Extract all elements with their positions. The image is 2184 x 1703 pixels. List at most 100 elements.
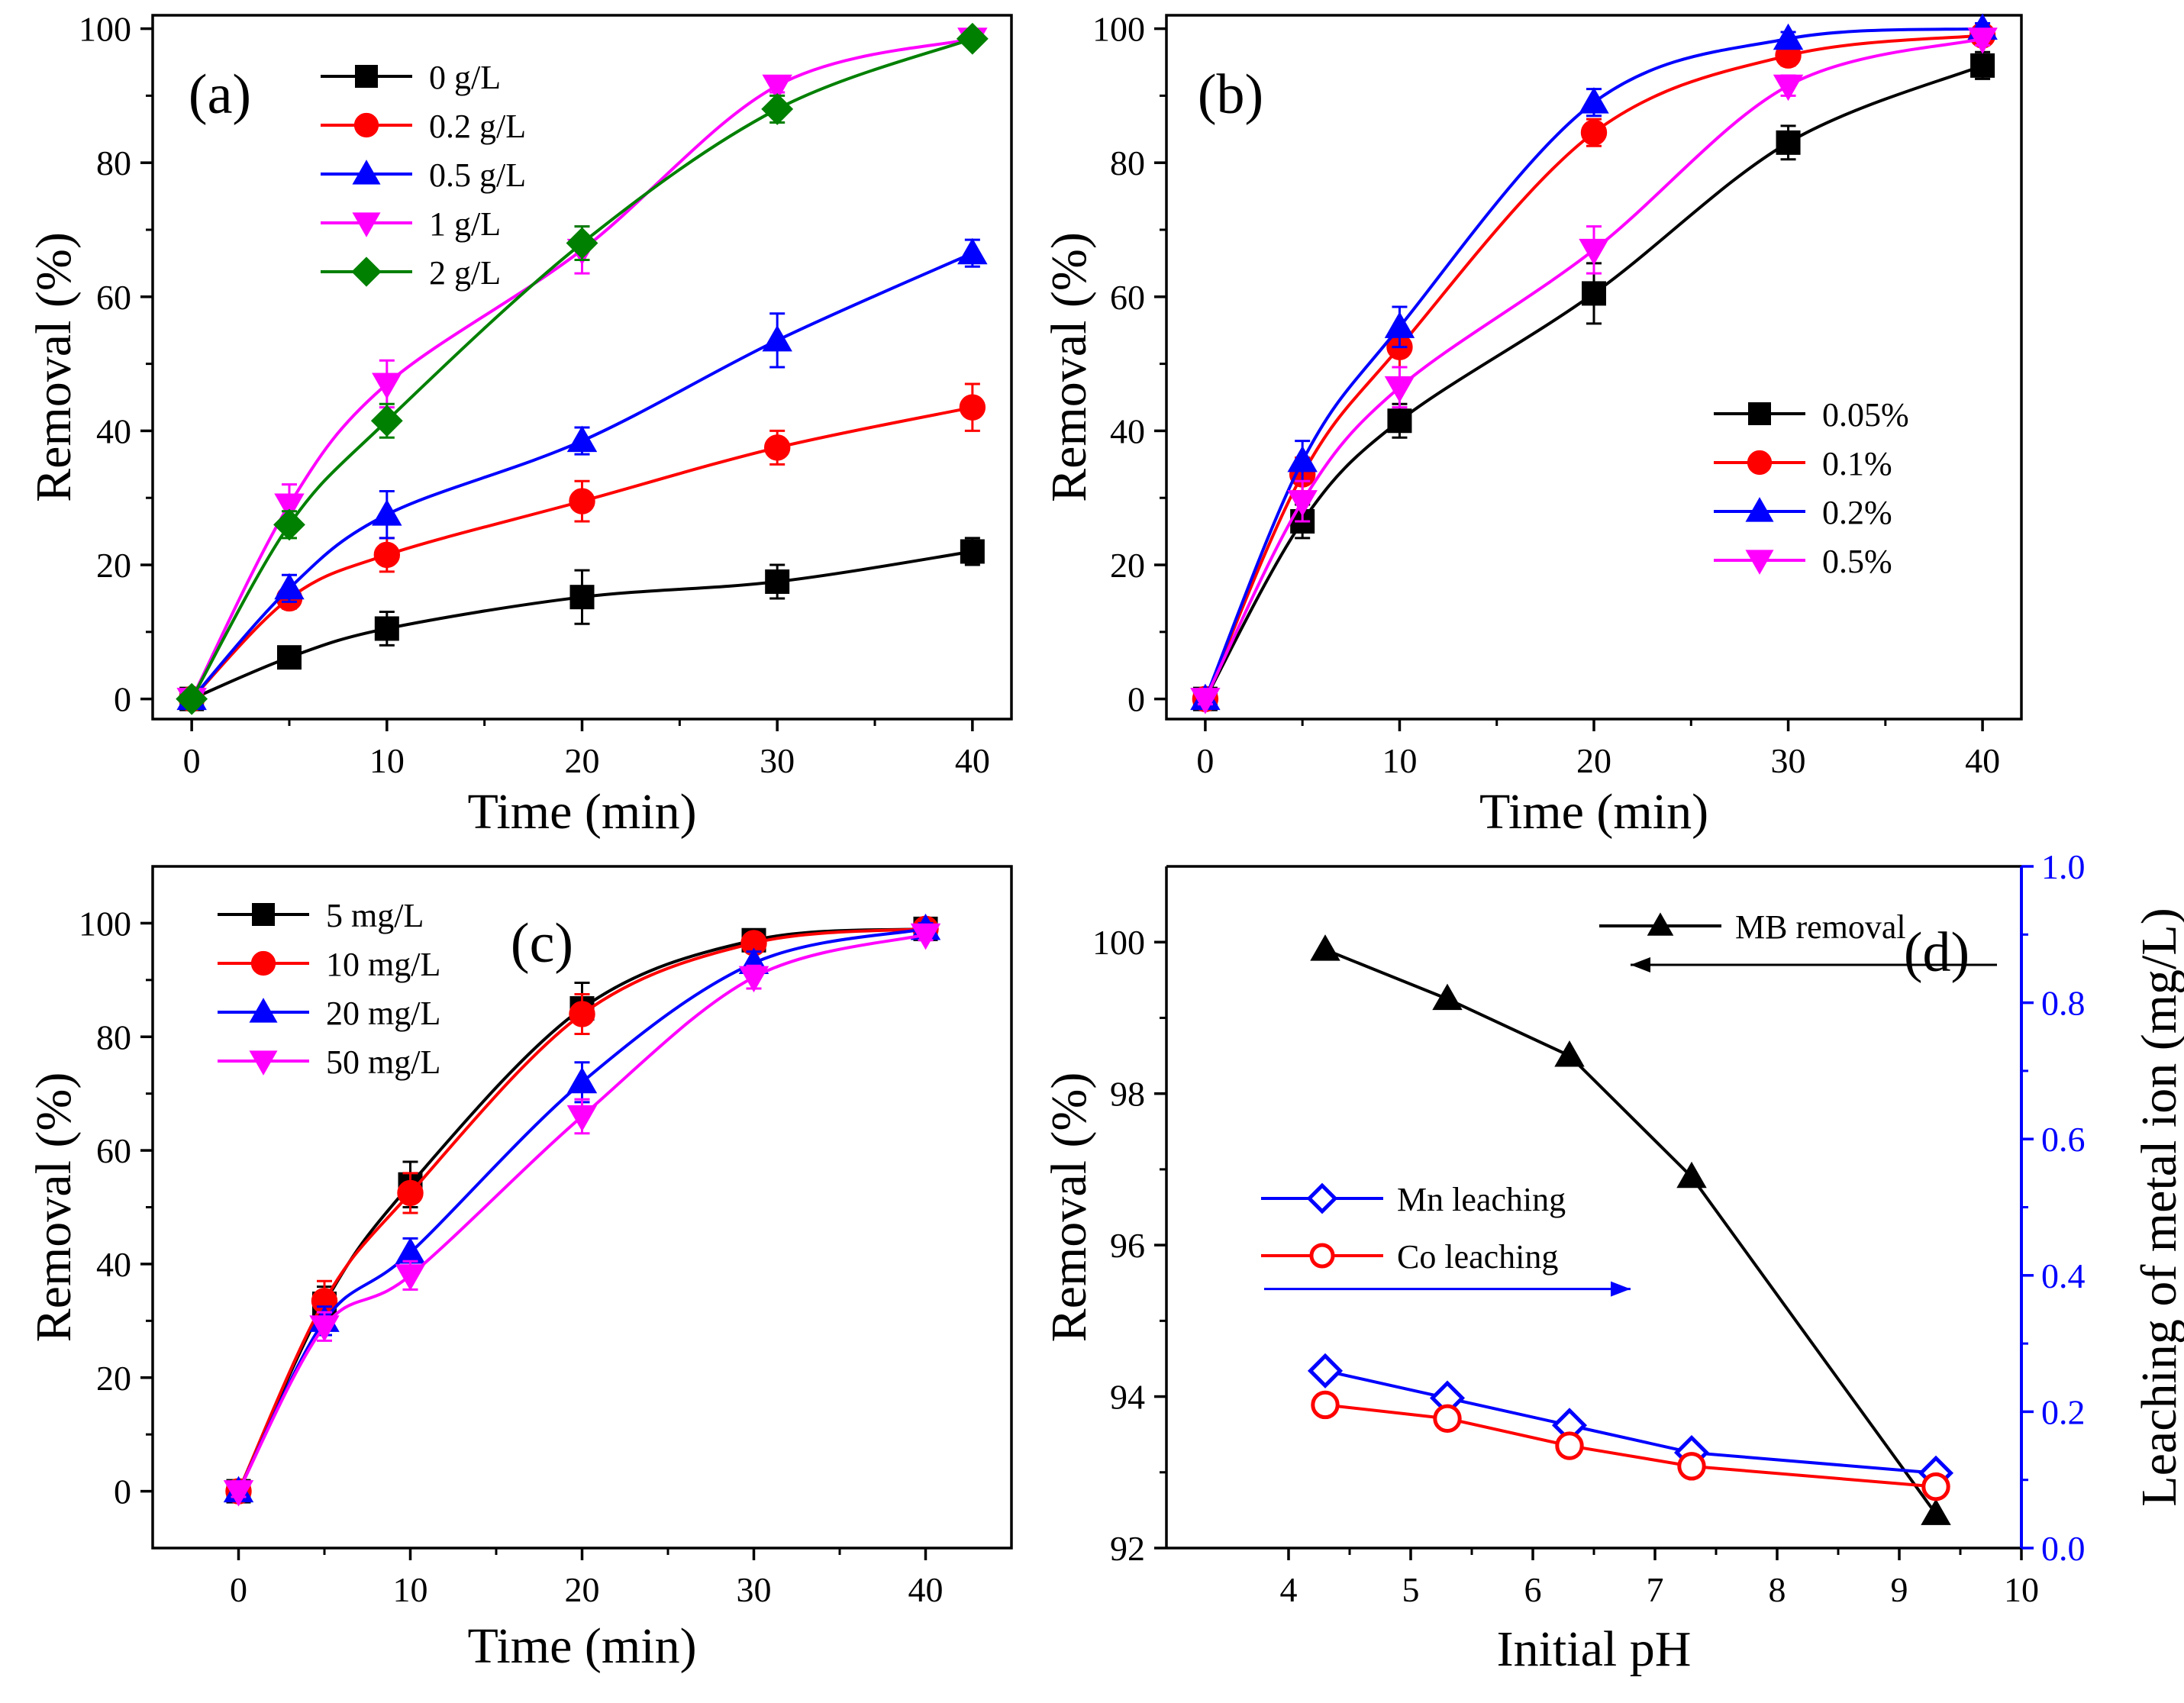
series-0-5-g-l: [176, 237, 988, 711]
x-tick-label: 40: [955, 741, 990, 780]
x-tick-label: 30: [737, 1570, 772, 1609]
series-line: [1204, 63, 1983, 700]
x-tick-label: 10: [369, 741, 405, 780]
data-point: [1967, 27, 1998, 54]
legend: MB removal Mn leaching Co leaching: [1261, 908, 1906, 1276]
x-tick-label: 40: [1965, 741, 2000, 780]
legend-label: 0.05%: [1822, 396, 1909, 434]
data-point: [370, 405, 403, 437]
legend-label: 0 g/L: [429, 59, 501, 96]
x-axis-label: Time (min): [467, 784, 696, 840]
data-point: [1387, 408, 1412, 434]
legend-marker: [1745, 550, 1774, 575]
data-point: [960, 539, 985, 564]
data-point: [1555, 1431, 1584, 1460]
data-point: [910, 923, 941, 950]
legend-marker: [252, 903, 275, 926]
legend-label: 0.5 g/L: [429, 156, 526, 194]
data-point: [274, 493, 305, 521]
legend-marker: [1748, 402, 1771, 425]
y-tick-label: 40: [96, 1245, 131, 1284]
y-right-tick-label: 0.4: [2041, 1256, 2086, 1295]
legend-marker: [1745, 497, 1774, 522]
y-tick-label: 96: [1110, 1226, 1145, 1265]
y-tick-label: 60: [1110, 278, 1145, 317]
y-tick-label: 80: [96, 144, 131, 182]
data-point: [762, 74, 792, 102]
x-axis-label: Time (min): [1479, 784, 1708, 840]
x-axis-label: Time (min): [467, 1618, 696, 1674]
series-50-mg-l: [223, 923, 941, 1507]
series-2-g-l: [176, 22, 989, 715]
x-tick-label: 20: [565, 1570, 600, 1609]
data-point: [763, 434, 791, 461]
data-point: [761, 93, 794, 125]
x-tick-label: 20: [565, 741, 600, 780]
x-tick-label: 0: [1196, 741, 1214, 780]
panel-d: 4 5 6 7 8 9 10 92 94 96 98 100 0.0 0.2 0.4 0.6 0.8 1.0 Ini…: [1041, 847, 2184, 1677]
legend-marker: [1647, 912, 1674, 936]
legend-label: 5 mg/L: [326, 897, 424, 934]
panel-a: 0 10 20 30 40 0 20 40 60 80 100 Time (min) Removal (…: [26, 10, 1013, 840]
series-line: [1204, 34, 1983, 700]
data-point: [373, 541, 401, 569]
series-line: [190, 37, 973, 700]
data-point: [569, 1001, 595, 1027]
x-axis-label: Initial pH: [1497, 1621, 1692, 1677]
y-right-tick-label: 0.0: [2041, 1529, 2086, 1568]
data-point: [1384, 376, 1415, 403]
data-point: [374, 616, 399, 641]
legend-marker: [355, 65, 378, 88]
data-point: [176, 682, 208, 715]
x-tick-label: 10: [1382, 741, 1417, 780]
series-line: [1204, 27, 1983, 700]
data-point: [956, 22, 989, 55]
x-tick-label: 4: [1280, 1570, 1298, 1609]
legend-marker: [1309, 1243, 1335, 1269]
y-tick-label: 100: [79, 904, 131, 943]
series-0-1: [1192, 22, 1996, 712]
y-tick-label: 60: [96, 1131, 131, 1170]
series-line: [1324, 1403, 1937, 1489]
data-point: [1311, 1390, 1340, 1420]
y-tick-label: 98: [1110, 1075, 1145, 1114]
y-right-tick-label: 0.6: [2041, 1120, 2086, 1159]
data-point: [1287, 445, 1318, 473]
x-tick-label: 30: [1771, 741, 1806, 780]
data-point: [1432, 983, 1463, 1011]
y-tick-label: 0: [114, 1472, 131, 1511]
data-point: [395, 1264, 426, 1291]
y-tick-label: 80: [1110, 144, 1145, 182]
data-point: [762, 324, 792, 352]
data-point: [1433, 1404, 1462, 1434]
data-point: [765, 569, 790, 594]
data-point: [738, 966, 769, 993]
data-point: [397, 1179, 424, 1207]
series-line: [1204, 37, 1983, 700]
x-tick-label: 10: [393, 1570, 428, 1609]
legend-marker: [250, 950, 276, 976]
y-tick-label: 20: [96, 1359, 131, 1398]
data-point: [566, 1066, 598, 1094]
y-tick-label: 100: [79, 10, 131, 49]
series-line: [237, 927, 926, 1492]
legend-marker: [352, 212, 381, 237]
arrow-head: [1631, 956, 1650, 972]
y-tick-label: 94: [1110, 1378, 1145, 1417]
series-line: [1324, 948, 1937, 1515]
data-point: [566, 1105, 598, 1132]
data-point: [1776, 130, 1801, 155]
series-line: [237, 927, 926, 1492]
y-axis-label: Removal (%): [26, 1072, 82, 1343]
legend-label: Mn leaching: [1397, 1181, 1566, 1218]
legend-marker: [1747, 450, 1773, 476]
y-tick-label: 80: [96, 1018, 131, 1056]
data-point: [566, 227, 598, 260]
panel-label: (d): [1904, 921, 1969, 984]
y-tick-label: 40: [96, 411, 131, 450]
x-tick-label: 6: [1524, 1570, 1542, 1609]
y-tick-label: 0: [1127, 680, 1145, 719]
panel-c: 0 10 20 30 40 0 20 40 60 80 100 Time (min) Removal (…: [26, 865, 1013, 1674]
data-point: [959, 394, 986, 421]
y-tick-label: 92: [1110, 1529, 1145, 1568]
